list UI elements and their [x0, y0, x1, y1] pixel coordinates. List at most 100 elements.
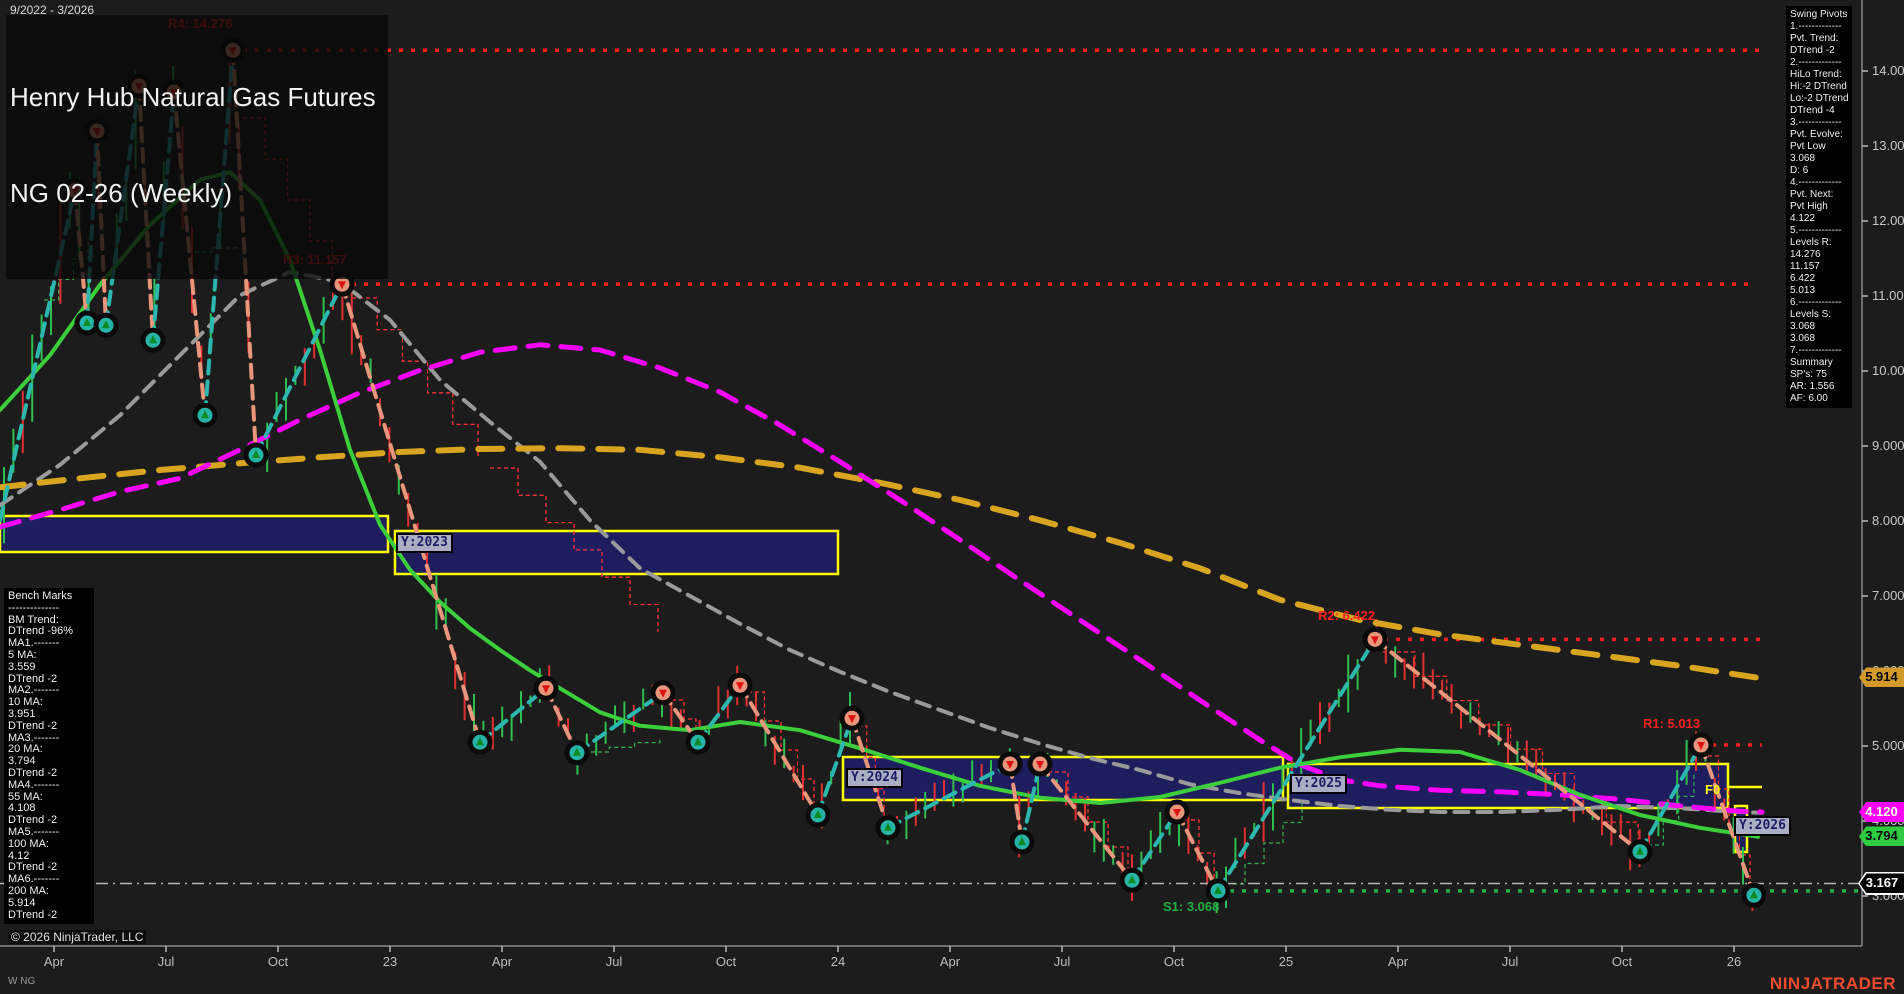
- bench-marks-line: MA4.-------: [8, 778, 60, 791]
- swing-pivots-line: AR: 1.556: [1790, 381, 1835, 392]
- swing-pivots-line: 4.-------------: [1790, 177, 1842, 188]
- level-label-r1: R1: 5.013: [1643, 716, 1701, 731]
- swing-pivots-line: 4.122: [1790, 213, 1816, 224]
- level-label-s1: S1: 3.068: [1163, 899, 1220, 914]
- swing-pivots-line: Pvt High: [1790, 201, 1828, 212]
- chart-title-line1: Henry Hub Natural Gas Futures: [10, 82, 376, 112]
- x-axis-tick-label[interactable]: 23: [382, 954, 398, 969]
- x-axis-tick-label[interactable]: Apr: [491, 954, 513, 969]
- swing-pivots-line: 5.013: [1790, 285, 1816, 296]
- instrument-tag: W NG: [8, 976, 36, 987]
- x-axis-tick-label[interactable]: Oct: [1611, 954, 1633, 969]
- swing-pivots-line: 11.157: [1790, 261, 1820, 272]
- y-axis-tick-label[interactable]: 12.000: [1872, 213, 1904, 228]
- ninjatrader-logo: NINJATRADER: [1769, 974, 1896, 993]
- bench-marks-line: MA3.-------: [8, 731, 60, 744]
- year-range-label: Y:2024: [846, 768, 903, 788]
- date-range: 9/2022 - 3/2026: [10, 3, 95, 17]
- swing-pivots-line: Summary: [1790, 357, 1833, 368]
- swing-pivots-line: AF: 6.00: [1790, 393, 1828, 404]
- bench-marks-line: DTrend -2: [8, 814, 58, 827]
- y-axis-tick-label[interactable]: 14.000: [1872, 63, 1904, 78]
- chart-title-line2: NG 02-26 (Weekly): [10, 178, 233, 208]
- swing-pivots-line: Levels S:: [1790, 309, 1832, 320]
- swing-pivots-line: 3.068: [1790, 321, 1816, 332]
- bench-marks-line: 4.108: [8, 802, 36, 815]
- swing-pivots-line: DTrend -4: [1790, 105, 1835, 116]
- x-axis-tick-label[interactable]: Oct: [715, 954, 737, 969]
- swing-pivots-line: Pvt. Evolve:: [1790, 129, 1843, 140]
- bench-marks-line: 100 MA:: [8, 837, 49, 850]
- bench-marks-line: 5 MA:: [8, 648, 37, 661]
- swing-pivots-line: 2.-------------: [1790, 57, 1842, 68]
- bench-marks-line: BM Trend:: [8, 613, 59, 626]
- bench-marks-line: 5.914: [8, 896, 36, 909]
- x-axis-tick-label[interactable]: Apr: [43, 954, 65, 969]
- y-axis-tick-label[interactable]: 7.000: [1872, 588, 1904, 603]
- bench-marks-line: 10 MA:: [8, 696, 43, 709]
- bench-marks-line: DTrend -2: [8, 766, 58, 779]
- bench-marks-line: 3.951: [8, 707, 36, 720]
- swing-pivots-line: SP's: 75: [1790, 369, 1827, 380]
- bench-marks-line: DTrend -96%: [8, 625, 74, 638]
- swing-pivots-line: HiLo Trend:: [1790, 69, 1842, 80]
- x-axis-tick-label[interactable]: Apr: [1387, 954, 1409, 969]
- price-axis-badge: 4.120: [1859, 802, 1904, 822]
- swing-pivots-line: 3.068: [1790, 333, 1816, 344]
- x-axis-tick-label[interactable]: Jul: [1501, 954, 1519, 969]
- bench-marks-line: DTrend -2: [8, 719, 58, 732]
- bench-marks-line: DTrend -2: [8, 908, 58, 921]
- y-axis-tick-label[interactable]: 13.000: [1872, 138, 1904, 153]
- swing-pivots-line: Pvt Low: [1790, 141, 1826, 152]
- bench-marks-line: MA2.-------: [8, 684, 60, 697]
- y-axis-tick-label[interactable]: 8.000: [1872, 513, 1904, 528]
- bench-marks-line: 4.12: [8, 849, 30, 862]
- swing-pivots-line: Pvt. Trend:: [1790, 33, 1839, 44]
- x-axis-tick-label[interactable]: 25: [1278, 954, 1294, 969]
- bench-marks-line: DTrend -2: [8, 861, 58, 874]
- x-axis-tick-label[interactable]: 24: [830, 954, 846, 969]
- bench-marks-panel: Bench Marks -------------- BM Trend: DTrend…: [4, 588, 94, 925]
- swing-pivots-line: 14.276: [1790, 249, 1821, 260]
- bench-marks-line: --------------: [8, 601, 60, 614]
- bench-marks-line: 3.794: [8, 755, 36, 768]
- price-axis-badge: 3.794: [1859, 826, 1904, 847]
- bench-marks-line: 55 MA:: [8, 790, 43, 803]
- swing-pivots-line: DTrend -2: [1790, 45, 1835, 56]
- swing-pivots-line: 6.422: [1790, 273, 1816, 284]
- x-axis-tick-label[interactable]: Jul: [157, 954, 175, 969]
- level-label-r2: R2: 6.422: [1318, 608, 1376, 623]
- bench-marks-line: MA5.-------: [8, 825, 60, 838]
- bench-marks-line: 200 MA:: [8, 884, 49, 897]
- y-axis-tick-label[interactable]: 11.000: [1872, 288, 1904, 303]
- x-axis-tick-label[interactable]: Apr: [939, 954, 961, 969]
- swing-pivots-line: 7.-------------: [1790, 345, 1842, 356]
- y-axis-tick-label[interactable]: 10.000: [1872, 363, 1904, 378]
- x-axis-tick-label[interactable]: Jul: [1053, 954, 1071, 969]
- y-axis-tick-label[interactable]: 9.000: [1872, 438, 1904, 453]
- price-badge-text: 3.167: [1859, 873, 1904, 894]
- x-axis-tick-label[interactable]: Jul: [605, 954, 623, 969]
- bench-marks-line: 20 MA:: [8, 743, 43, 756]
- year-range-label: Y:2026: [1734, 816, 1791, 836]
- x-axis-tick-label[interactable]: Oct: [267, 954, 289, 969]
- x-axis-tick-label[interactable]: 26: [1726, 954, 1742, 969]
- swing-pivots-line: D: 6: [1790, 165, 1809, 176]
- copyright-notice: © 2026 NinjaTrader, LLC: [8, 930, 147, 944]
- swing-pivots-panel: Swing Pivots 1.------------- Pvt. Trend: DT…: [1786, 6, 1852, 408]
- fib-f0-label: F0: [1705, 782, 1721, 797]
- year-range-label: Y:2025: [1290, 774, 1347, 794]
- bench-marks-line: 3.559: [8, 660, 36, 673]
- swing-pivots-line: 3.-------------: [1790, 117, 1842, 128]
- swing-pivots-line: Levels R:: [1790, 237, 1832, 248]
- swing-pivots-line: 3.068: [1790, 153, 1816, 164]
- price-axis-badge: 3.167: [1858, 871, 1904, 895]
- bench-marks-line: MA1.-------: [8, 637, 60, 650]
- x-axis-tick-label[interactable]: Oct: [1163, 954, 1185, 969]
- y-axis-tick-label[interactable]: 5.000: [1872, 738, 1904, 753]
- bench-marks-line: MA6.-------: [8, 873, 60, 886]
- swing-pivots-line: Lo:-2 DTrend: [1790, 93, 1849, 104]
- bench-marks-line: DTrend -2: [8, 672, 58, 685]
- swing-pivots-line: 5.-------------: [1790, 225, 1842, 236]
